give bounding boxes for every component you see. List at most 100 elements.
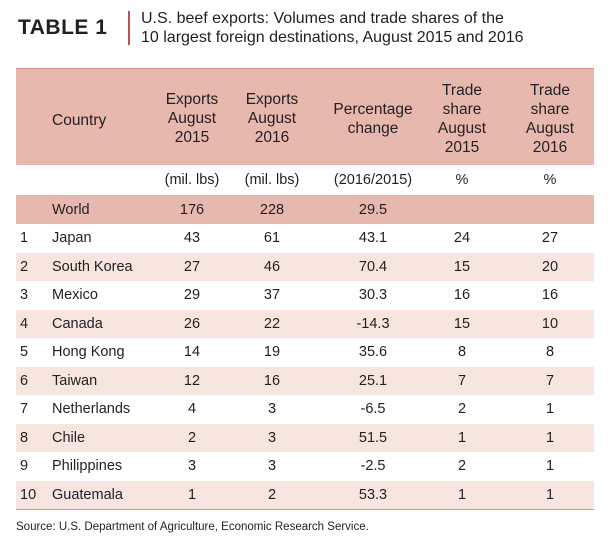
exports-2016-cell: 61 xyxy=(263,230,281,247)
table-title: U.S. beef exports: Volumes and trade sha… xyxy=(141,9,591,47)
percentage-change-cell: 29.5 xyxy=(358,201,388,218)
table-row: 8 Chile 2 3 51.5 1 1 xyxy=(16,423,594,452)
unit-trade-share-2015: % xyxy=(455,172,469,188)
column-header-text: August xyxy=(525,120,575,137)
column-header-text: Exports xyxy=(245,91,299,108)
rank-cell: 4 xyxy=(20,315,29,332)
column-header-text: share xyxy=(442,101,482,118)
country-cell: Taiwan xyxy=(52,372,98,389)
column-header-percentage-change: Percentage change xyxy=(318,69,428,196)
country-cell: Netherlands xyxy=(52,401,131,418)
table-row: 10 Guatemala 1 2 53.3 1 1 xyxy=(16,480,594,509)
trade-share-2015-cell: 2 xyxy=(457,401,467,418)
percentage-change-cell: 53.3 xyxy=(358,486,388,503)
table-row: 6 Taiwan 12 16 25.1 7 7 xyxy=(16,366,594,395)
exports-2015-cell: 29 xyxy=(183,287,201,304)
unit-exports-2015: (mil. lbs) xyxy=(164,172,220,188)
table-title-line-2: 10 largest foreign destinations, August … xyxy=(141,29,524,46)
unit-exports-2016: (mil. lbs) xyxy=(244,172,300,188)
exports-2016-cell: 3 xyxy=(267,429,277,446)
column-header-trade-share-2015: Trade share August 2015 xyxy=(430,69,494,177)
units-row: (mil. lbs) (mil. lbs) (2016/2015) % % xyxy=(16,165,594,195)
trade-share-2016-cell: 1 xyxy=(545,401,555,418)
country-cell: Canada xyxy=(52,315,103,332)
trade-share-2015-cell: 2 xyxy=(457,458,467,475)
percentage-change-cell: 43.1 xyxy=(358,230,388,247)
trade-share-2016-cell: 8 xyxy=(545,344,555,361)
column-header-text: share xyxy=(530,101,570,118)
country-cell: World xyxy=(52,201,90,218)
world-row: World 176 228 29.5 xyxy=(16,195,594,224)
rank-cell: 7 xyxy=(20,401,29,418)
exports-2015-cell: 14 xyxy=(183,344,201,361)
country-cell: Chile xyxy=(52,429,86,446)
country-cell: Hong Kong xyxy=(52,344,125,361)
table-row: 5 Hong Kong 14 19 35.6 8 8 xyxy=(16,338,594,367)
trade-share-2015-cell: 7 xyxy=(457,372,467,389)
trade-share-2016-cell: 10 xyxy=(541,315,559,332)
percentage-change-cell: 51.5 xyxy=(358,429,388,446)
exports-2016-cell: 16 xyxy=(263,372,281,389)
column-header-text: 2015 xyxy=(174,129,210,146)
column-header-text: August xyxy=(247,110,297,127)
table-row: 9 Philippines 3 3 -2.5 2 1 xyxy=(16,452,594,481)
exports-2015-cell: 176 xyxy=(179,201,205,218)
exports-2016-cell: 22 xyxy=(263,315,281,332)
unit-percentage-change: (2016/2015) xyxy=(333,172,413,188)
exports-2015-cell: 43 xyxy=(183,230,201,247)
exports-2016-cell: 46 xyxy=(263,258,281,275)
exports-2016-cell: 3 xyxy=(267,458,277,475)
country-cell: Guatemala xyxy=(52,486,123,503)
trade-share-2016-cell: 7 xyxy=(545,372,555,389)
exports-2015-cell: 27 xyxy=(183,258,201,275)
exports-2015-cell: 2 xyxy=(187,429,197,446)
percentage-change-cell: -2.5 xyxy=(360,458,386,475)
table-row: 1 Japan 43 61 43.1 24 27 xyxy=(16,224,594,253)
column-header-text: 2016 xyxy=(532,139,568,156)
exports-2016-cell: 3 xyxy=(267,401,277,418)
table-row: 4 Canada 26 22 -14.3 15 10 xyxy=(16,309,594,338)
percentage-change-cell: 35.6 xyxy=(358,344,388,361)
trade-share-2016-cell: 27 xyxy=(541,230,559,247)
column-header-exports-2016: Exports August 2016 xyxy=(236,69,308,186)
trade-share-2016-cell: 1 xyxy=(545,486,555,503)
table-row: 2 South Korea 27 46 70.4 15 20 xyxy=(16,252,594,281)
column-header-text: 2016 xyxy=(254,129,290,146)
trade-share-2016-cell: 1 xyxy=(545,429,555,446)
trade-share-2016-cell: 20 xyxy=(541,258,559,275)
rank-cell: 2 xyxy=(20,258,29,275)
percentage-change-cell: 30.3 xyxy=(358,287,388,304)
column-header-text: 2015 xyxy=(444,139,480,156)
column-header-text: Percentage xyxy=(333,101,413,118)
percentage-change-cell: -14.3 xyxy=(356,315,390,332)
country-cell: Philippines xyxy=(52,458,123,475)
trade-share-2016-cell: 1 xyxy=(545,458,555,475)
rank-cell: 8 xyxy=(20,429,29,446)
exports-2016-cell: 228 xyxy=(259,201,285,218)
source-note: Source: U.S. Department of Agriculture, … xyxy=(16,521,369,533)
exports-2015-cell: 26 xyxy=(183,315,201,332)
column-header-text: Exports xyxy=(165,91,219,108)
trade-share-2016-cell: 16 xyxy=(541,287,559,304)
table-row: 3 Mexico 29 37 30.3 16 16 xyxy=(16,281,594,310)
percentage-change-cell: 70.4 xyxy=(358,258,388,275)
trade-share-2015-cell: 1 xyxy=(457,486,467,503)
column-header-exports-2015: Exports August 2015 xyxy=(152,69,232,186)
column-header-country: Country xyxy=(52,112,107,129)
percentage-change-cell: 25.1 xyxy=(358,372,388,389)
trade-share-2015-cell: 24 xyxy=(453,230,471,247)
rank-cell: 6 xyxy=(20,372,29,389)
unit-trade-share-2016: % xyxy=(543,172,557,188)
rank-cell: 5 xyxy=(20,344,29,361)
country-cell: South Korea xyxy=(52,258,133,275)
column-header-text: August xyxy=(167,110,217,127)
trade-share-2015-cell: 8 xyxy=(457,344,467,361)
trade-share-2015-cell: 16 xyxy=(453,287,471,304)
rank-cell: 10 xyxy=(20,486,37,503)
exports-2015-cell: 12 xyxy=(183,372,201,389)
percentage-change-cell: -6.5 xyxy=(360,401,386,418)
exports-2016-cell: 37 xyxy=(263,287,281,304)
column-header-text: August xyxy=(437,120,487,137)
trade-share-2015-cell: 1 xyxy=(457,429,467,446)
country-cell: Japan xyxy=(52,230,92,247)
